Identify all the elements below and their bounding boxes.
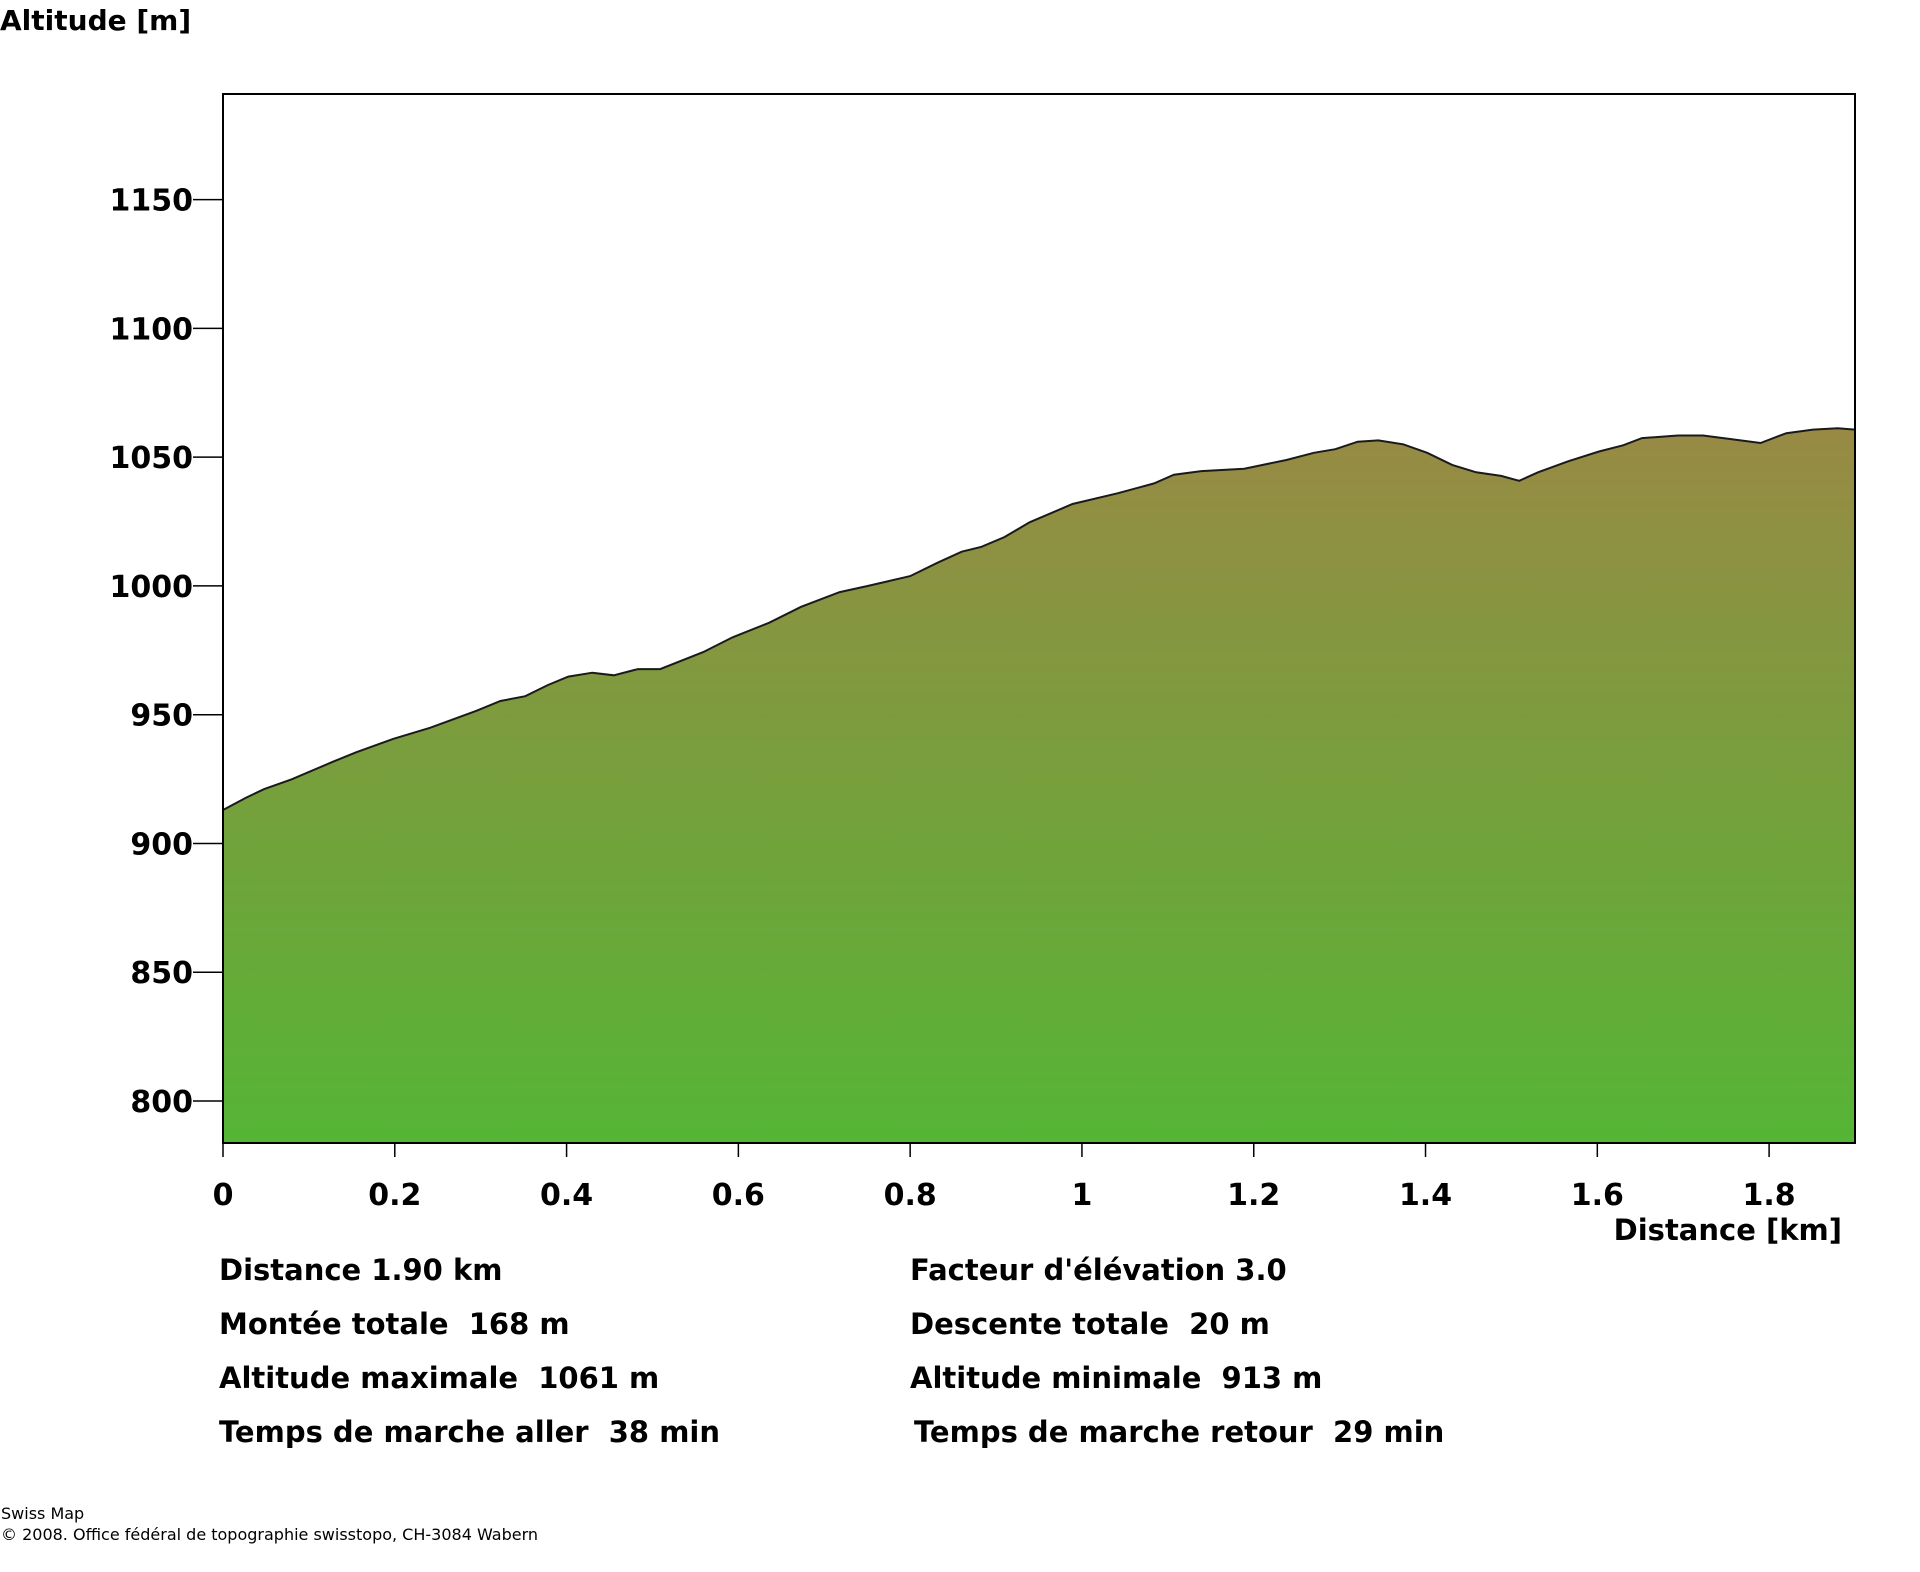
elevation-line	[222, 427, 1856, 811]
stat-walk-time-out: Temps de marche aller 38 min	[219, 1415, 721, 1449]
x-axis-label: Distance [km]	[1614, 1213, 1842, 1247]
stat-distance: Distance 1.90 km	[219, 1253, 503, 1287]
x-tick-label: 1.6	[1571, 1178, 1624, 1213]
y-axis-label: Altitude [m]	[0, 4, 191, 37]
footer-product: Swiss Map	[1, 1504, 85, 1523]
stat-max-altitude: Altitude maximale 1061 m	[219, 1361, 660, 1395]
y-tick-label: 950	[130, 699, 193, 734]
y-tick-label: 1050	[110, 441, 194, 476]
x-tick-label: 1.2	[1227, 1178, 1280, 1213]
plot-frame	[222, 93, 1856, 1144]
y-tick-label: 1100	[110, 312, 194, 347]
x-tick-label: 1	[1072, 1178, 1093, 1213]
x-tick-label: 1.8	[1743, 1178, 1796, 1213]
x-tick-label: 0.8	[884, 1178, 937, 1213]
stat-elevation-factor: Facteur d'élévation 3.0	[910, 1253, 1287, 1287]
stat-total-descent: Descente totale 20 m	[910, 1307, 1270, 1341]
y-tick-label: 800	[130, 1085, 193, 1120]
x-tick-label: 0.6	[712, 1178, 765, 1213]
x-tick-label: 1.4	[1399, 1178, 1452, 1213]
stat-total-ascent: Montée totale 168 m	[219, 1307, 570, 1341]
y-tick-label: 1150	[110, 184, 194, 219]
y-tick-label: 850	[130, 956, 193, 991]
footer-copyright: © 2008. Office fédéral de topographie sw…	[1, 1525, 538, 1544]
y-tick-label: 1000	[110, 570, 194, 605]
stat-walk-time-back: Temps de marche retour 29 min	[914, 1415, 1445, 1449]
x-tick-label: 0.2	[368, 1178, 421, 1213]
x-tick-label: 0.4	[540, 1178, 593, 1213]
y-tick-label: 900	[130, 827, 193, 862]
stat-min-altitude: Altitude minimale 913 m	[910, 1361, 1323, 1395]
elevation-area	[223, 428, 1855, 1143]
x-tick-label: 0	[213, 1178, 234, 1213]
